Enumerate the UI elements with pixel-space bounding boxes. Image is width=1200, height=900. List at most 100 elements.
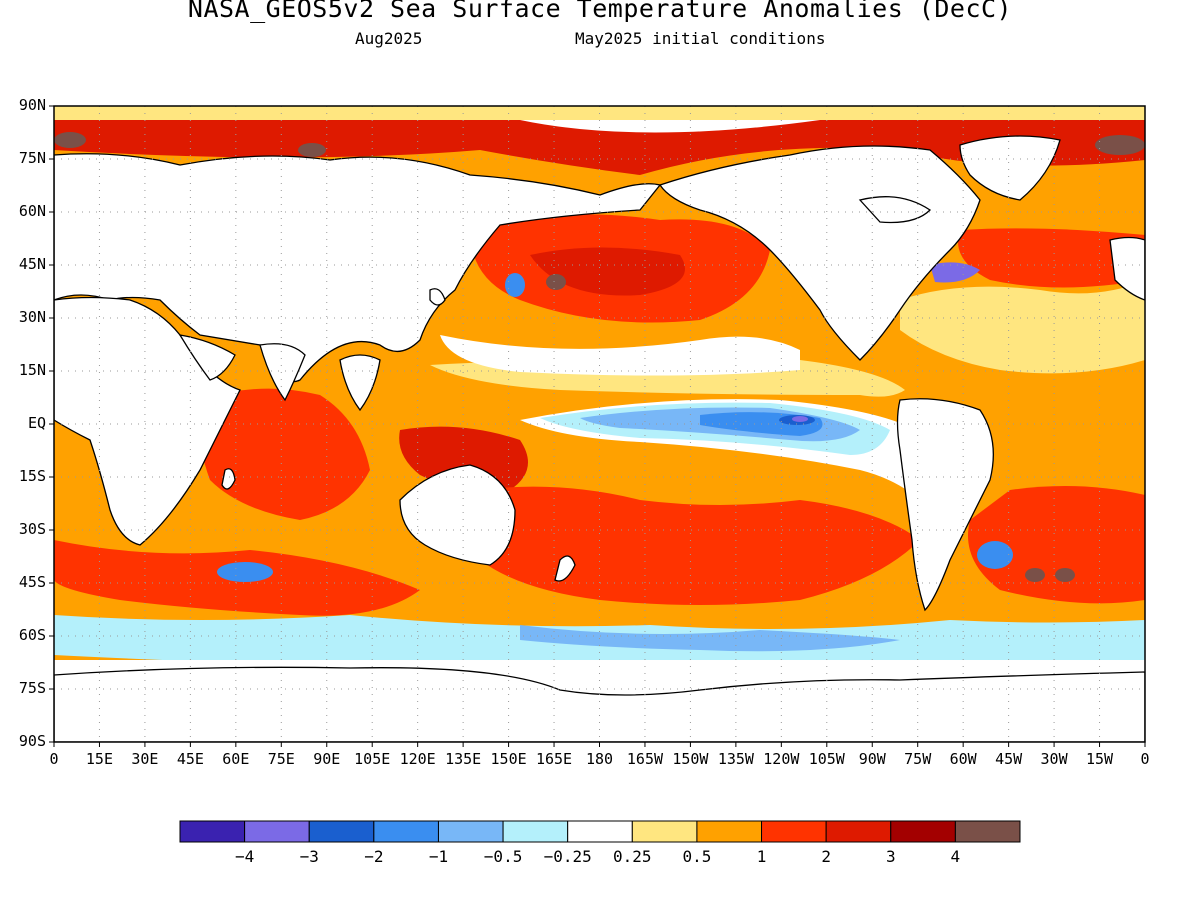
colorbar-tick-label: −1	[428, 847, 449, 866]
lat-tick-label: 30S	[18, 520, 46, 538]
lat-tick-label: 60N	[18, 202, 46, 220]
maritime-warm	[399, 426, 528, 491]
init-conditions: May2025 initial conditions	[575, 29, 826, 48]
lat-tick-label: 60S	[18, 626, 46, 644]
cold-tongue-center	[792, 416, 808, 422]
sa-warm	[968, 486, 1145, 604]
arctic-warm	[54, 120, 1145, 175]
colorbar-tick-label: −2	[364, 847, 384, 866]
lon-tick-label: 75W	[904, 750, 932, 768]
lat-tick-label: 45N	[18, 255, 46, 273]
greenland	[959, 135, 1061, 201]
south-america	[896, 398, 994, 612]
colorbar-swatch	[244, 820, 310, 843]
lon-tick-label: 30W	[1040, 750, 1068, 768]
axis-ticks	[49, 105, 1146, 747]
colorbar-swatch	[696, 820, 763, 843]
colorbar-tick-label: 1	[756, 847, 767, 866]
lon-tick-label: 60E	[222, 750, 250, 768]
valid-month: Aug2025	[355, 29, 423, 48]
so-cold	[520, 625, 900, 652]
lon-tick-label: 90W	[858, 750, 886, 768]
lon-tick-label: 165W	[626, 750, 664, 768]
lon-tick-label: 165E	[535, 750, 573, 768]
colorbar-tick-label: 0.25	[613, 847, 652, 866]
colorbar-tick-label: −0.25	[543, 847, 592, 866]
colorbar-tick-label: 3	[885, 847, 896, 866]
colorbar-swatch	[954, 820, 1021, 843]
hudson-bay	[858, 196, 932, 224]
eurasia	[54, 153, 662, 383]
lon-tick-label: 105E	[354, 750, 391, 768]
arabia	[178, 334, 236, 381]
colorbar-swatch	[825, 820, 892, 843]
lat-tick-label: 15N	[18, 361, 46, 379]
chart-title: NASA_GEOS5v2 Sea Surface Temperature Ano…	[187, 0, 1013, 23]
colorbar-tick-label: 0.5	[682, 847, 712, 866]
colorbar-tick-label: −0.5	[483, 847, 523, 866]
colorbar-swatch	[179, 820, 246, 843]
colorbar-swatch	[373, 820, 439, 843]
indochina	[339, 354, 381, 412]
colorbar-swatch	[502, 820, 569, 843]
lat-tick-label: 75N	[18, 149, 46, 167]
trop-neutral	[440, 335, 800, 376]
graticule	[54, 106, 1145, 742]
colorbar-swatch	[631, 820, 698, 843]
na-neutral	[900, 280, 1145, 374]
hot-spot	[1095, 135, 1145, 155]
australia	[399, 464, 516, 566]
lat-tick-label: 45S	[18, 573, 46, 591]
lat-tick-label: EQ	[27, 414, 46, 432]
lon-tick-label: 120W	[763, 750, 800, 768]
lon-tick-label: 15W	[1085, 750, 1114, 768]
madagascar	[221, 468, 236, 490]
lon-tick-label: 75E	[267, 750, 295, 768]
land	[54, 135, 1145, 742]
colorbar-tick-label: −4	[234, 847, 255, 866]
lon-tick-label: 135E	[445, 750, 482, 768]
japan	[429, 288, 446, 306]
np-warm-core	[530, 247, 685, 296]
colorbar-swatch	[890, 820, 956, 843]
africa	[54, 296, 241, 546]
india	[259, 343, 306, 402]
new-zealand	[554, 555, 576, 582]
lon-tick-label: 150E	[490, 750, 527, 768]
colorbar-swatch	[437, 820, 504, 843]
colorbar-tick-label: −3	[299, 847, 319, 866]
hot-spot	[1025, 568, 1045, 582]
colorbar-tick-label: 4	[950, 847, 961, 866]
hot-spot	[298, 143, 326, 157]
lon-tick-label: 30E	[131, 750, 159, 768]
colorbar-swatch	[761, 820, 827, 843]
cold-spot	[977, 541, 1013, 569]
gulf-stream-cold	[930, 262, 980, 283]
antarctica	[54, 666, 1145, 742]
colorbar-swatch	[567, 820, 633, 843]
lon-tick-label: 120E	[399, 750, 436, 768]
colorbar-tick-label: 2	[821, 847, 831, 866]
sp-warm	[480, 486, 920, 605]
lon-tick-label: 0	[1140, 750, 1150, 768]
colorbar-swatch	[308, 820, 375, 843]
lon-tick-label: 45E	[176, 750, 204, 768]
lat-tick-label: 90N	[18, 96, 46, 114]
cold-spot	[217, 562, 273, 582]
lon-tick-label: 135W	[717, 750, 754, 768]
hot-spot	[54, 132, 86, 148]
arctic-ice	[520, 120, 820, 133]
lon-tick-label: 90E	[313, 750, 341, 768]
map-field	[54, 106, 1145, 742]
lat-tick-label: 15S	[18, 467, 46, 485]
hot-spot	[546, 274, 566, 290]
lon-tick-label: 15E	[85, 750, 113, 768]
colorbar-swatches	[179, 820, 1021, 843]
lat-tick-label: 30N	[18, 308, 46, 326]
hot-spot	[1055, 568, 1075, 582]
lat-tick-label: 75S	[18, 679, 46, 697]
lon-tick-label: 180	[585, 750, 614, 768]
lon-tick-label: 60W	[949, 750, 977, 768]
